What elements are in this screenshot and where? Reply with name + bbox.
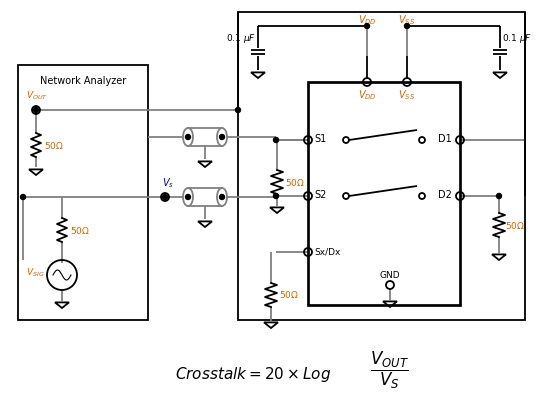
Ellipse shape [183, 128, 193, 146]
Text: $V_{SS}$: $V_{SS}$ [398, 13, 415, 27]
Text: GND: GND [379, 271, 400, 279]
Text: $50\Omega$: $50\Omega$ [505, 219, 525, 231]
Circle shape [364, 23, 369, 28]
Text: $V_{SS}$: $V_{SS}$ [398, 88, 415, 102]
Text: $0.1\ \mu F$: $0.1\ \mu F$ [226, 32, 256, 45]
Text: $\dfrac{V_{OUT}}{V_S}$: $\dfrac{V_{OUT}}{V_S}$ [370, 349, 409, 391]
Text: D2: D2 [438, 190, 452, 200]
Circle shape [273, 193, 279, 198]
Ellipse shape [217, 128, 227, 146]
Circle shape [405, 23, 410, 28]
Text: $V_{DD}$: $V_{DD}$ [358, 13, 376, 27]
Circle shape [185, 194, 190, 199]
Bar [188, 128, 222, 146]
Circle shape [162, 194, 167, 199]
Circle shape [33, 108, 39, 113]
Circle shape [185, 135, 190, 140]
Text: S2: S2 [314, 190, 326, 200]
Ellipse shape [217, 188, 227, 206]
Text: S1: S1 [314, 134, 326, 144]
Bar [188, 188, 222, 206]
Text: $V_s$: $V_s$ [162, 176, 174, 190]
Text: $0.1\ \mu F$: $0.1\ \mu F$ [502, 32, 532, 45]
Circle shape [235, 108, 241, 113]
Circle shape [20, 194, 26, 199]
Text: $V_{SIG}$: $V_{SIG}$ [26, 267, 45, 279]
Text: $50\Omega$: $50\Omega$ [70, 224, 90, 236]
Circle shape [220, 194, 225, 199]
Text: $50\Omega$: $50\Omega$ [285, 176, 305, 188]
Circle shape [220, 135, 225, 140]
Text: Network Analyzer: Network Analyzer [40, 76, 126, 86]
Text: $50\Omega$: $50\Omega$ [279, 289, 299, 301]
Circle shape [273, 138, 279, 143]
Text: $50\Omega$: $50\Omega$ [44, 140, 64, 151]
Bar [308, 82, 460, 305]
Text: $V_{DD}$: $V_{DD}$ [358, 88, 376, 102]
Text: $\mathit{Crosstalk} = 20 \times Log$: $\mathit{Crosstalk} = 20 \times Log$ [175, 365, 331, 384]
Text: D1: D1 [438, 134, 452, 144]
Ellipse shape [183, 188, 193, 206]
Bar [238, 12, 525, 320]
Text: $V_{OUT}$: $V_{OUT}$ [26, 90, 48, 102]
Bar [18, 65, 148, 320]
Text: Sx/Dx: Sx/Dx [314, 248, 340, 256]
Circle shape [496, 193, 502, 198]
